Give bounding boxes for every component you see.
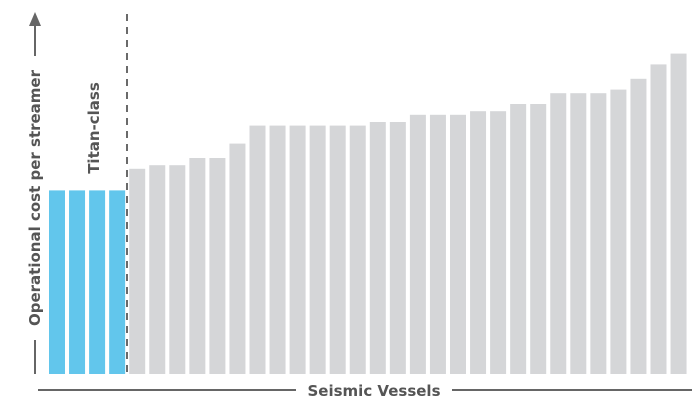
x-axis-label: Seismic Vessels bbox=[308, 382, 441, 400]
vessel-bar-30 bbox=[650, 64, 667, 375]
vessel-bar-21 bbox=[470, 111, 487, 374]
vessel-bar-24 bbox=[530, 104, 547, 374]
y-axis-arrow bbox=[29, 12, 41, 26]
vessel-bar-11 bbox=[269, 125, 286, 374]
vessel-bar-20 bbox=[450, 114, 466, 375]
vessel-bar-18 bbox=[409, 114, 426, 375]
vessel-bar-12 bbox=[289, 125, 306, 374]
bars bbox=[49, 53, 687, 375]
y-axis: Operational cost per streamer bbox=[26, 12, 44, 374]
vessel-bar-22 bbox=[490, 111, 507, 374]
vessel-bar-28 bbox=[610, 89, 627, 374]
x-axis: Seismic Vessels bbox=[38, 382, 692, 400]
vessel-bar-4 bbox=[129, 168, 146, 374]
vessel-bar-6 bbox=[169, 165, 186, 374]
y-axis-label: Operational cost per streamer bbox=[26, 69, 44, 326]
vessel-bar-16 bbox=[369, 122, 386, 374]
titan-bar-1 bbox=[69, 190, 86, 374]
vessel-bar-17 bbox=[389, 122, 406, 374]
titan-bar-0 bbox=[49, 190, 65, 374]
vessel-bar-25 bbox=[550, 93, 567, 374]
vessel-bar-7 bbox=[189, 158, 206, 374]
vessel-bar-14 bbox=[329, 125, 346, 374]
titan-bar-2 bbox=[89, 190, 106, 374]
vessel-bar-29 bbox=[630, 78, 647, 375]
vessel-bar-8 bbox=[209, 158, 226, 374]
vessel-bar-5 bbox=[149, 165, 166, 374]
vessel-bar-15 bbox=[349, 125, 366, 374]
vessel-bar-10 bbox=[249, 125, 266, 374]
titan-class-annotation: Titan-class bbox=[85, 82, 103, 174]
vessel-bar-27 bbox=[590, 93, 607, 374]
vessel-bar-9 bbox=[229, 143, 246, 374]
titan-bar-3 bbox=[109, 190, 126, 374]
vessel-bar-31 bbox=[670, 53, 687, 374]
vessel-bar-23 bbox=[510, 104, 527, 374]
vessel-bar-13 bbox=[309, 125, 326, 374]
vessel-bar-19 bbox=[429, 114, 446, 375]
vessel-bar-26 bbox=[570, 93, 587, 374]
